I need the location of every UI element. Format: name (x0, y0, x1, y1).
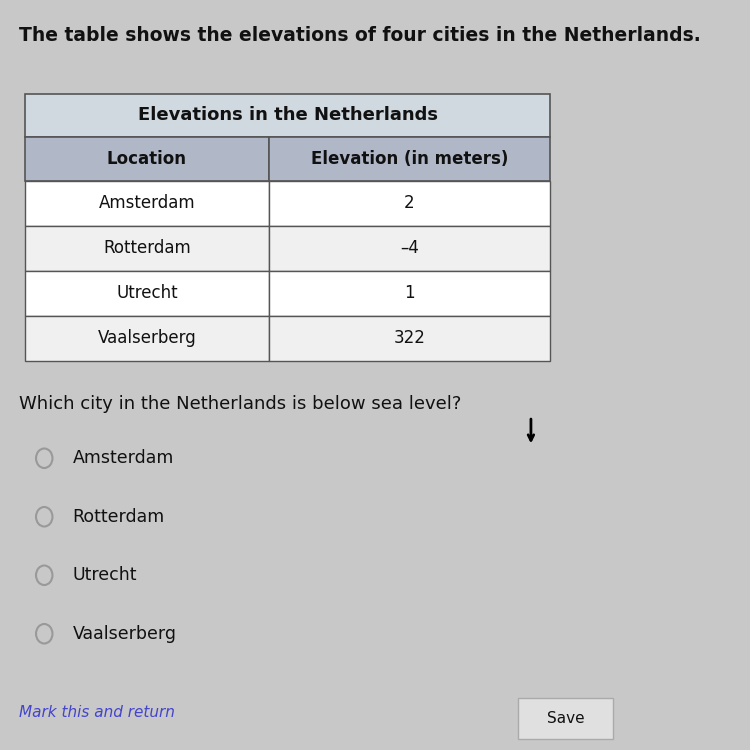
Text: Location: Location (107, 150, 187, 168)
Bar (26, 94, 550, 137)
Text: The table shows the elevations of four cities in the Netherlands.: The table shows the elevations of four c… (19, 26, 700, 45)
Bar (268, 316, 550, 361)
Text: –4: –4 (400, 239, 418, 257)
Bar (268, 226, 550, 271)
Text: Elevation (in meters): Elevation (in meters) (310, 150, 508, 168)
Text: 1: 1 (404, 284, 415, 302)
Bar (26, 137, 268, 181)
Bar (268, 271, 550, 316)
Bar (268, 137, 550, 181)
Text: Amsterdam: Amsterdam (73, 449, 174, 467)
Text: Save: Save (547, 711, 584, 726)
Bar (518, 698, 613, 739)
Text: Which city in the Netherlands is below sea level?: Which city in the Netherlands is below s… (19, 394, 461, 412)
Text: Rotterdam: Rotterdam (103, 239, 190, 257)
Bar (26, 226, 268, 271)
Text: 322: 322 (393, 329, 425, 347)
Text: Utrecht: Utrecht (116, 284, 178, 302)
Text: Mark this and return: Mark this and return (19, 705, 175, 720)
Text: Elevations in the Netherlands: Elevations in the Netherlands (137, 106, 437, 124)
Text: Amsterdam: Amsterdam (99, 194, 195, 212)
Text: 2: 2 (404, 194, 415, 212)
Text: Rotterdam: Rotterdam (73, 508, 165, 526)
Text: Utrecht: Utrecht (73, 566, 137, 584)
Text: Vaalserberg: Vaalserberg (73, 625, 177, 643)
Text: Vaalserberg: Vaalserberg (98, 329, 196, 347)
Bar (268, 181, 550, 226)
Bar (26, 181, 268, 226)
Bar (26, 316, 268, 361)
Bar (26, 271, 268, 316)
